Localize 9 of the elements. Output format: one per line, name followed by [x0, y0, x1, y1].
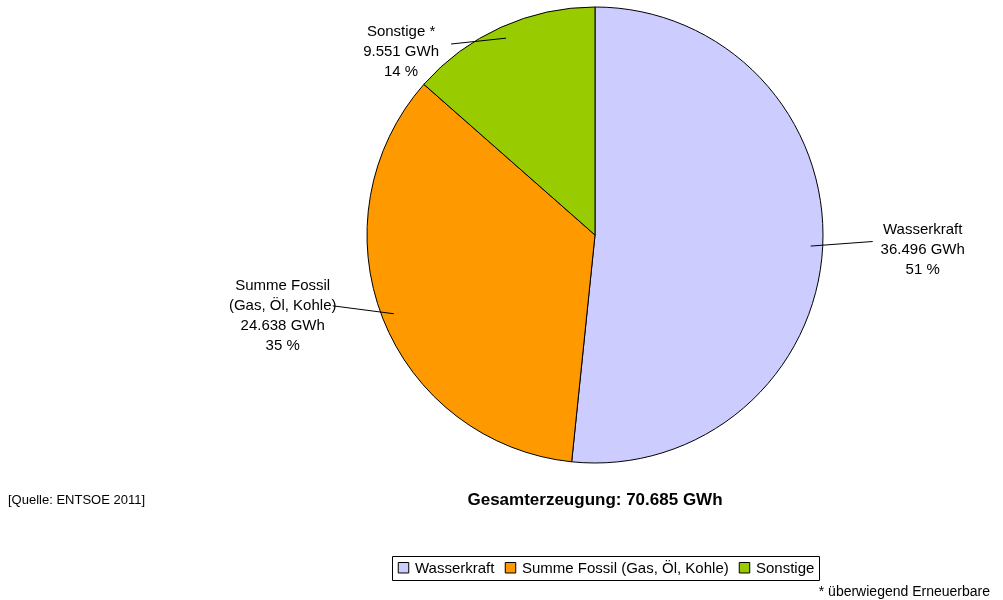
text: Gesamterzeugung: 70.685 GWh — [467, 490, 723, 509]
legend-label: Wasserkraft — [415, 558, 496, 576]
data-label: Wasserkraft 36.496 GWh 51 % — [880, 219, 965, 277]
data-label: Summe Fossil (Gas, Öl, Kohle) 24.638 GWh 35 % — [228, 275, 337, 353]
legend-label: Summe Fossil (Gas, Öl, Kohle) — [522, 558, 729, 576]
data-label: Sonstige * 9.551 GWh 14 % — [363, 22, 440, 80]
legend-label: Sonstige — [756, 558, 815, 576]
text: * überwiegend Erneuerbare — [818, 583, 991, 599]
text: [Quelle: ENTSOE 2011] — [8, 492, 146, 507]
